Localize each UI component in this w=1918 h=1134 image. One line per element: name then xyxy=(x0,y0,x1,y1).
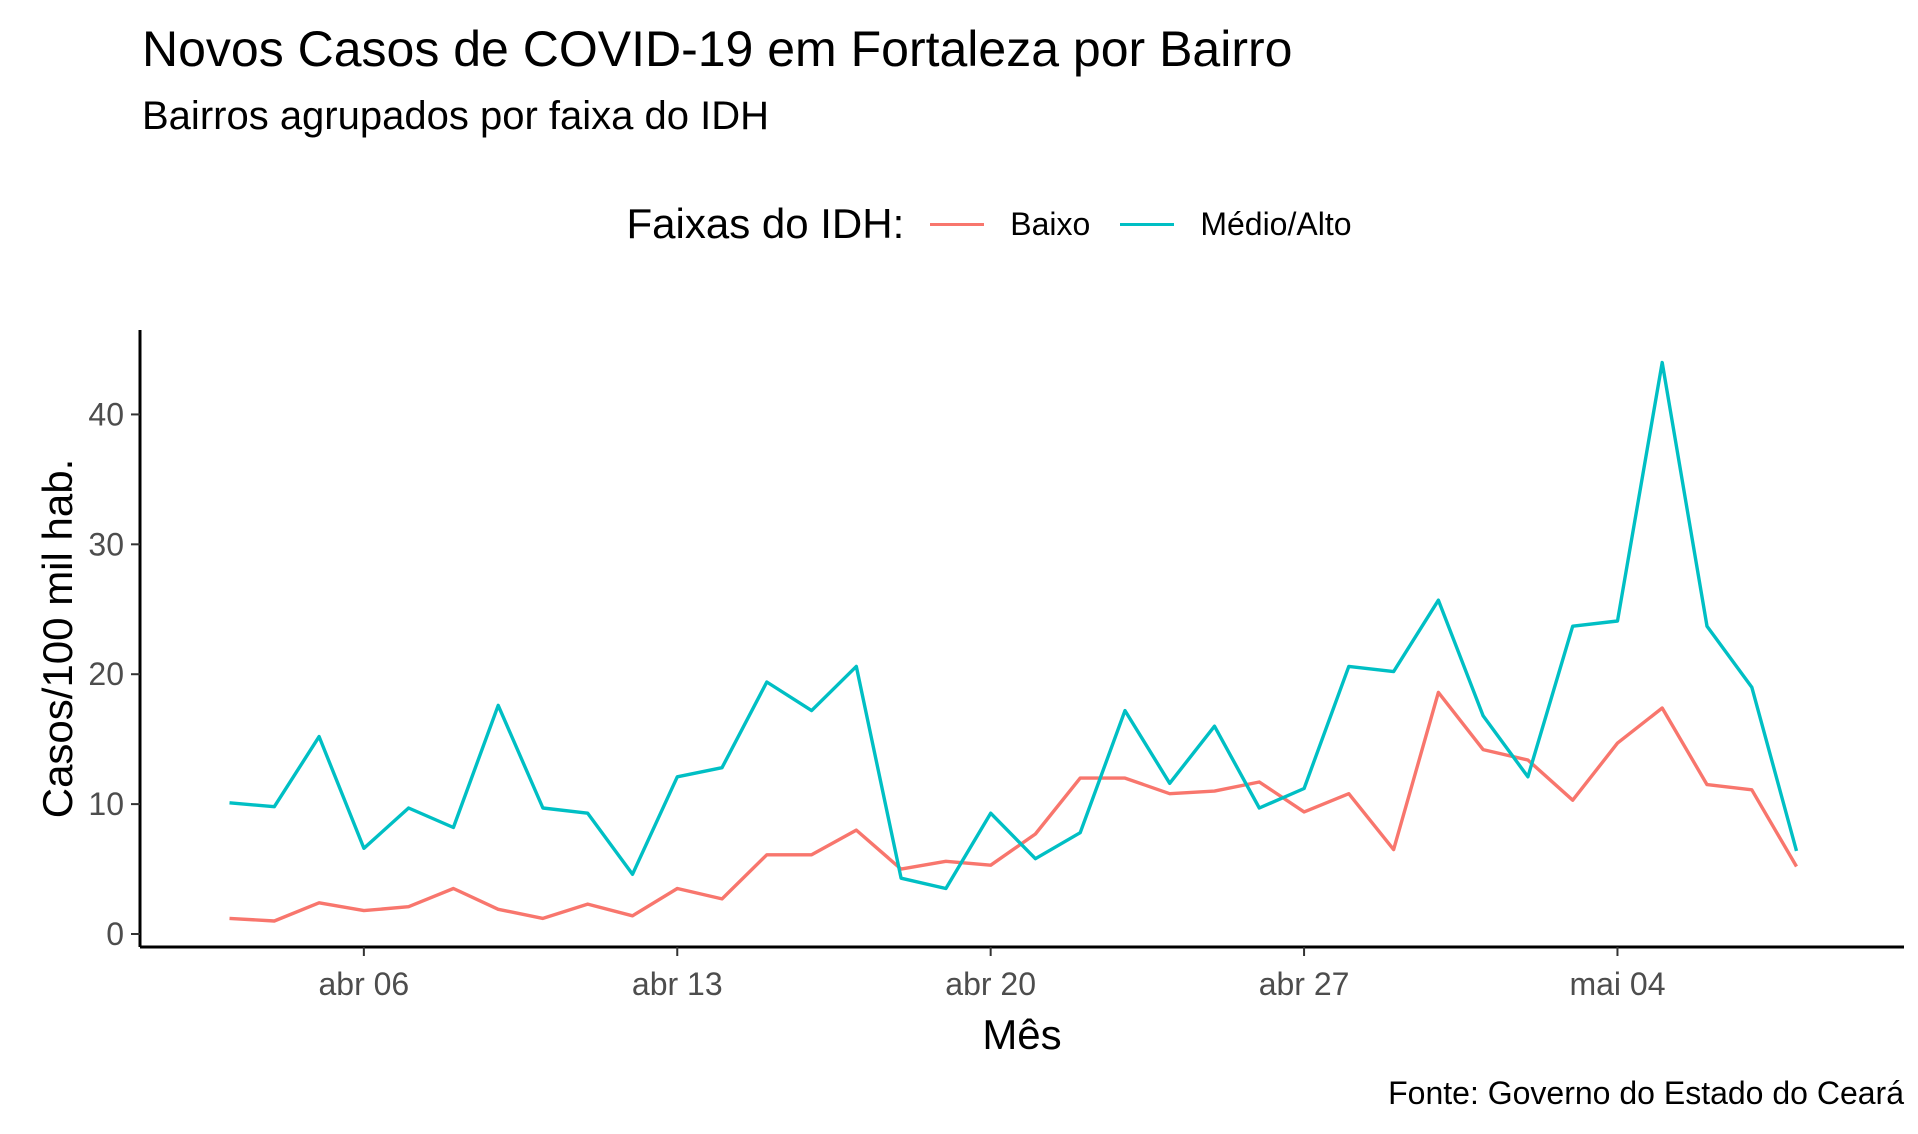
x-tick-label-0: abr 06 xyxy=(318,966,409,1002)
legend-title: Faixas do IDH: xyxy=(626,200,905,247)
chart-caption: Fonte: Governo do Estado do Ceará xyxy=(1388,1075,1904,1111)
y-tick-label-20: 20 xyxy=(88,656,124,692)
legend-key-medio-alto xyxy=(1120,222,1175,226)
y-axis-title: Casos/100 mil hab. xyxy=(34,459,81,819)
y-tick-label-30: 30 xyxy=(88,526,124,562)
x-tick-label-4: mai 04 xyxy=(1569,966,1665,1002)
series-line-baixo xyxy=(229,690,1798,923)
legend-item-medio-alto: Médio/Alto xyxy=(1120,205,1352,243)
legend-item-baixo: Baixo xyxy=(930,206,1090,243)
chart-subtitle: Bairros agrupados por faixa do IDH xyxy=(142,94,769,138)
y-tick-label-0: 0 xyxy=(106,916,124,952)
x-tick-label-2: abr 20 xyxy=(945,966,1036,1002)
x-tick-label-1: abr 13 xyxy=(632,966,723,1002)
series-line-medio-alto xyxy=(229,360,1799,891)
chart-title: Novos Casos de COVID-19 em Fortaleza por… xyxy=(142,21,1293,77)
y-tick-label-10: 10 xyxy=(88,786,124,822)
y-tick-label-40: 40 xyxy=(88,396,124,432)
legend-key-baixo xyxy=(930,222,985,226)
x-tick-label-3: abr 27 xyxy=(1259,966,1350,1002)
legend: Faixas do IDH: Baixo Médio/Alto xyxy=(45,200,1918,248)
legend-label-medio-alto: Médio/Alto xyxy=(1200,205,1352,242)
x-axis-title: Mês xyxy=(982,1011,1061,1058)
legend-label-baixo: Baixo xyxy=(1010,205,1091,242)
